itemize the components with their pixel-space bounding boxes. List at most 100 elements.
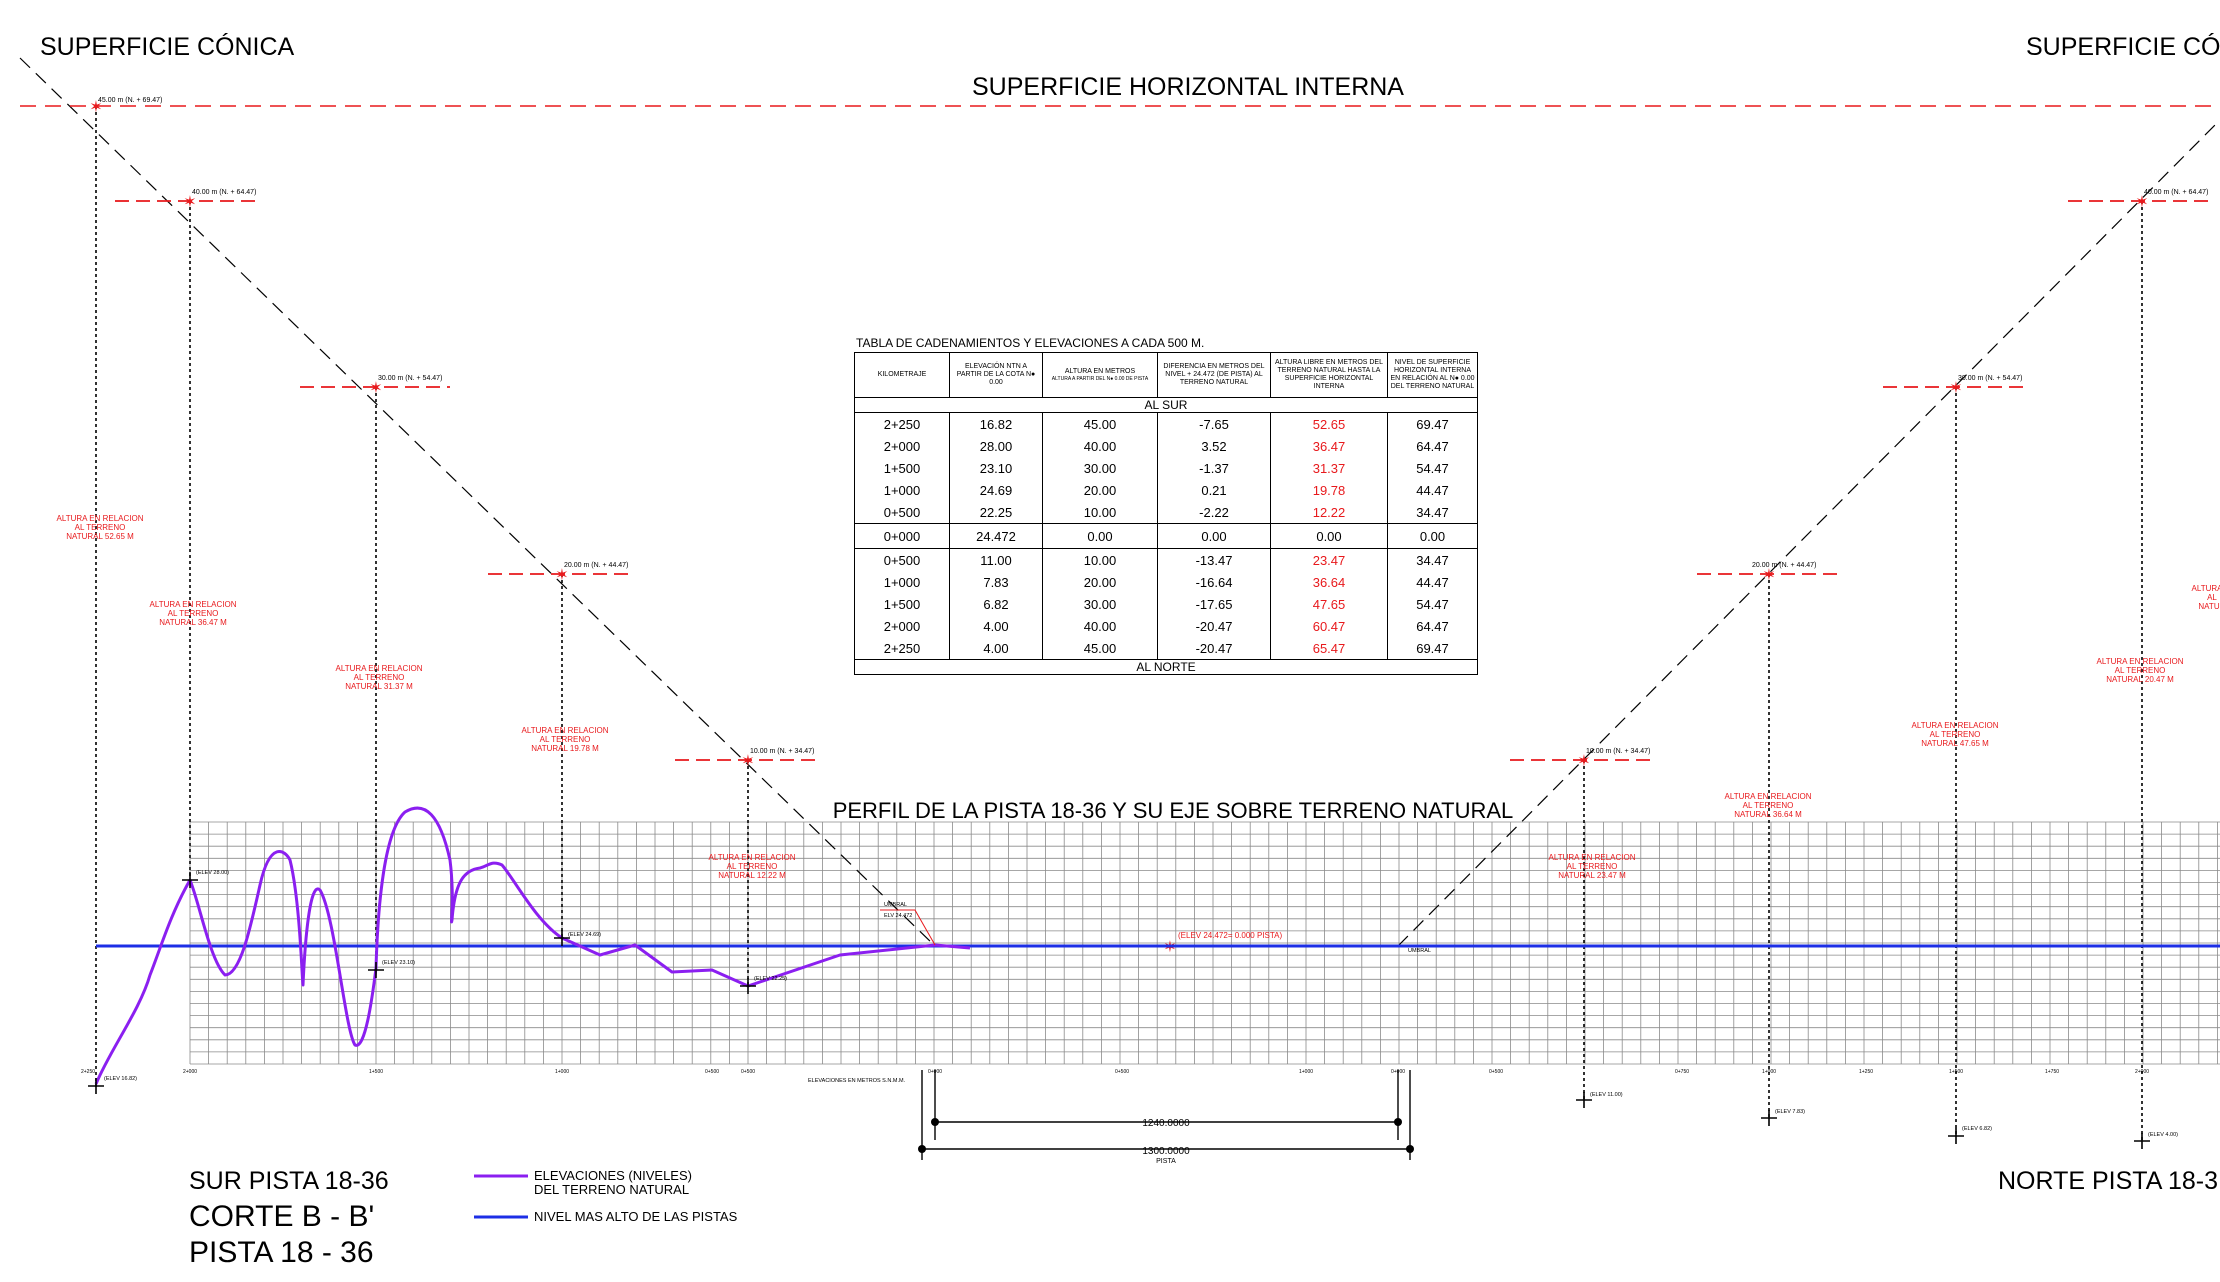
altura-n2-l2: AL TERRENO <box>1743 801 1794 810</box>
level-label-s30: 30.00 m (N. + 54.47) <box>378 375 442 382</box>
altura-n1-l3: NATURAL 23.47 M <box>1558 871 1626 880</box>
th-altura: ALTURA EN METROS ALTURA A PARTIR DEL N● … <box>1042 352 1158 398</box>
chainage-label: 0+500 <box>1115 1069 1129 1075</box>
chainage-label: 0+500 <box>741 1069 755 1075</box>
th-nivel: NIVEL DE SUPERFICIE HORIZONTAL INTERNA E… <box>1387 352 1478 398</box>
chainage-label: 2+000 <box>2135 1069 2149 1075</box>
chainage-label: 1+000 <box>555 1069 569 1075</box>
table-cell: 24.69 <box>949 479 1043 501</box>
table-cell: 23.47 <box>1270 548 1388 571</box>
altura-s2-l2: AL TERRENO <box>168 609 219 618</box>
table-cell: 30.00 <box>1042 593 1158 615</box>
table-cell: 54.47 <box>1387 593 1478 615</box>
altura-s4-l3: NATURAL 19.78 M <box>531 744 599 753</box>
altura-s3-l1: ALTURA EN RELACION <box>336 664 423 673</box>
elev-marker-5 <box>740 978 756 994</box>
th-diferencia: DIFERENCIA EN METROS DEL NIVEL + 24.472 … <box>1157 352 1271 398</box>
table-section-north: AL NORTE <box>854 659 1478 675</box>
dim-dot-3 <box>918 1145 926 1153</box>
conical-slope-lines <box>19 57 2220 947</box>
table-cell: 45.00 <box>1042 637 1158 660</box>
legend-terrain-label2: DEL TERRENO NATURAL <box>534 1182 689 1197</box>
marker-n30: ✶ <box>1949 380 1962 397</box>
table-row-south: 2+250 16.82 45.00 -7.65 52.65 69.47 <box>854 412 1478 435</box>
table-cell: 0.00 <box>1387 523 1478 549</box>
elev-marker-1 <box>88 1078 104 1094</box>
elev-label-3: (ELEV 23.10) <box>382 960 415 966</box>
table-cell: 6.82 <box>949 593 1043 615</box>
table-cell: 64.47 <box>1387 615 1478 637</box>
chainage-label: 0+000 <box>928 1069 942 1075</box>
table-cell: 0.00 <box>1270 523 1388 549</box>
chainage-label: 1+750 <box>2045 1069 2059 1075</box>
level-label-n20: 20.00 m (N. + 44.47) <box>1752 562 1816 569</box>
table-cell: 34.47 <box>1387 501 1478 524</box>
table-row-north: 2+000 4.00 40.00 -20.47 60.47 64.47 <box>854 615 1478 637</box>
title-conica-left: SUPERFICIE CÓNICA <box>40 32 295 61</box>
south-title: SUR PISTA 18-36 <box>189 1167 389 1195</box>
table-cell: 30.00 <box>1042 457 1158 479</box>
marker-s40: ✶ <box>183 194 196 211</box>
table-cell: 0.21 <box>1157 479 1271 501</box>
level-label-s20: 20.00 m (N. + 44.47) <box>564 562 628 569</box>
altura-n4-l2: AL TERRENO <box>2115 666 2166 675</box>
table-cell: 44.47 <box>1387 571 1478 593</box>
table-cell: -16.64 <box>1157 571 1271 593</box>
th-kilometraje: KILOMETRAJE <box>854 352 950 398</box>
legend-runway-label: NIVEL MAS ALTO DE LAS PISTAS <box>534 1209 738 1224</box>
table-cell: 44.47 <box>1387 479 1478 501</box>
dim-dot-1 <box>931 1118 939 1126</box>
title-horizontal: SUPERFICIE HORIZONTAL INTERNA <box>972 73 1404 101</box>
elev-label-8: (ELEV 6.82) <box>1962 1126 1992 1132</box>
vertical-measure-lines <box>95 106 2143 1141</box>
table-cell: 45.00 <box>1042 412 1158 435</box>
dimension-ticks <box>918 1118 1414 1153</box>
table-cell: 1+000 <box>854 571 950 593</box>
altura-s1-l1: ALTURA EN RELACION <box>57 514 144 523</box>
table-cell: 28.00 <box>949 435 1043 457</box>
table-cell: 4.00 <box>949 637 1043 660</box>
chainage-label: 1+000 <box>1299 1069 1313 1075</box>
elev-marker-6 <box>1576 1092 1592 1108</box>
table-cell: 1+000 <box>854 479 950 501</box>
marker-s45: ✶ <box>89 99 102 116</box>
level-label-s45: 45.00 m (N. + 69.47) <box>98 97 162 104</box>
level-label-n10: 10.00 m (N. + 34.47) <box>1586 748 1650 755</box>
chainage-label: 0+000 <box>1391 1069 1405 1075</box>
altura-n1-l2: AL TERRENO <box>1567 862 1618 871</box>
elev-label-1: (ELEV 16.82) <box>104 1076 137 1082</box>
table-cell: 2+000 <box>854 435 950 457</box>
table-cell: 1+500 <box>854 593 950 615</box>
altura-n4-l1: ALTURA EN RELACION <box>2097 657 2184 666</box>
table-cell: 0.00 <box>1042 523 1158 549</box>
table-cell: 19.78 <box>1270 479 1388 501</box>
elev-marker-4 <box>554 930 570 946</box>
table-section-north-label: AL NORTE <box>854 659 1478 675</box>
runway-elev-label: (ELEV 24.472= 0.000 PISTA) <box>1178 931 1282 940</box>
table-cell: 54.47 <box>1387 457 1478 479</box>
chainage-label: 0+750 <box>1675 1069 1689 1075</box>
table-cell: -2.22 <box>1157 501 1271 524</box>
elev-label-9: (ELEV 4.00) <box>2148 1132 2178 1138</box>
level-markers: ✶ ✶ ✶ ✶ ✶ ✶ ✶ ✶ ✶ ✶ <box>89 99 2148 956</box>
altura-s1-l3: NATURAL 52.65 M <box>66 532 134 541</box>
th-altura-main: ALTURA EN METROS <box>1064 368 1136 375</box>
altura-n5-l1: ALTURA <box>2192 584 2220 593</box>
table-row-north: 1+000 7.83 20.00 -16.64 36.64 44.47 <box>854 571 1478 593</box>
table-section-south: AL SUR <box>854 397 1478 413</box>
marker-s30: ✶ <box>369 380 382 397</box>
table-row-south: 0+500 22.25 10.00 -2.22 12.22 34.47 <box>854 501 1478 524</box>
altura-s3-l3: NATURAL 31.37 M <box>345 682 413 691</box>
dim-inner-value: 1240.0000 <box>1142 1118 1190 1129</box>
table-cell: 16.82 <box>949 412 1043 435</box>
table-row-north: 2+250 4.00 45.00 -20.47 65.47 69.47 <box>854 637 1478 660</box>
altura-s3-l2: AL TERRENO <box>354 673 405 682</box>
table-cell: 52.65 <box>1270 412 1388 435</box>
dim-outer-sub: PISTA <box>1156 1158 1176 1165</box>
umbral-north-label: UMBRAL <box>1408 948 1431 954</box>
table-cell: -20.47 <box>1157 637 1271 660</box>
table-row-north: 0+500 11.00 10.00 -13.47 23.47 34.47 <box>854 548 1478 571</box>
title-profile: PERFIL DE LA PISTA 18-36 Y SU EJE SOBRE … <box>833 798 1514 823</box>
chainage-label: 0+500 <box>1489 1069 1503 1075</box>
